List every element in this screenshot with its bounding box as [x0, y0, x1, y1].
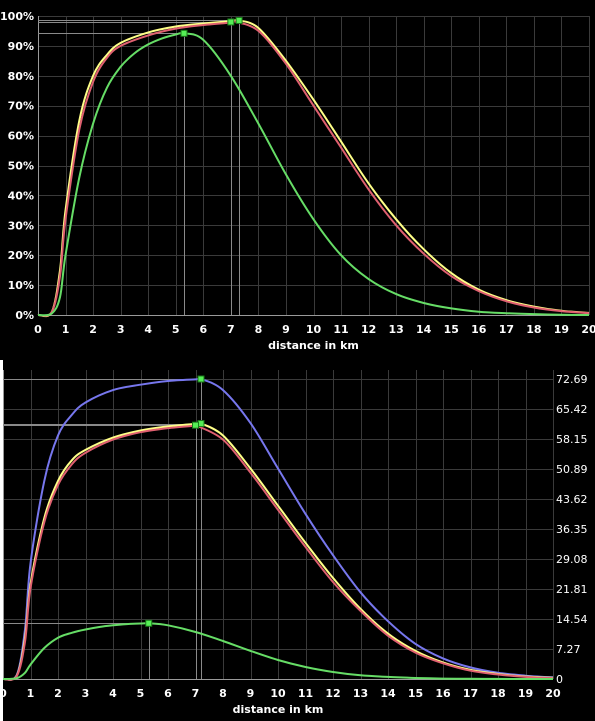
x-tick-label: 11 [298, 687, 313, 700]
x-tick-label: 20 [581, 323, 595, 336]
y-tick-label: 21.81 [556, 583, 588, 596]
peak-marker[interactable] [145, 619, 153, 627]
y-tick-label: 7.27 [556, 643, 581, 656]
x-tick-label: 18 [526, 323, 541, 336]
x-tick-label: 6 [199, 323, 207, 336]
y-tick-label: 70% [8, 100, 34, 113]
x-tick-label: 12 [325, 687, 340, 700]
y-tick-label: 60% [8, 130, 34, 143]
chart-absolute: 0 1 2 3 4 5 6 7 8 9 10 11 12 13 14 15 16 17 18 19 2007.2714.… [0, 360, 588, 721]
x-tick-label: 1 [62, 323, 70, 336]
x-tick-label: 10 [306, 323, 322, 336]
chart-grid [38, 16, 590, 316]
x-tick-label: 13 [353, 687, 368, 700]
x-axis-label: distance in km [233, 703, 324, 716]
series-line-0 [2, 377, 554, 681]
panel-divider [0, 360, 3, 721]
x-tick-label: 13 [388, 323, 403, 336]
y-tick-label: 65.42 [556, 403, 588, 416]
y-tick-label: 36.35 [556, 523, 588, 536]
x-tick-label: 9 [247, 687, 255, 700]
x-tick-label: 9 [282, 323, 290, 336]
chart-percent: 0 1 2 3 4 5 6 7 8 9 10 11 12 13 14 15 16 17 18 19 200%10%20%… [0, 10, 595, 352]
x-tick-label: 3 [117, 323, 125, 336]
x-tick-label: 0 [0, 687, 7, 700]
x-tick-label: 3 [82, 687, 90, 700]
y-tick-label: 0 [556, 673, 563, 686]
x-tick-label: 7 [192, 687, 200, 700]
x-tick-label: 17 [463, 687, 478, 700]
y-tick-label: 30% [8, 219, 34, 232]
x-tick-label: 4 [109, 687, 117, 700]
x-tick-label: 20 [545, 687, 561, 700]
series-line-2 [2, 423, 554, 681]
y-tick-label: 14.54 [556, 613, 588, 626]
peak-marker[interactable] [192, 421, 199, 429]
y-tick-label: 58.15 [556, 433, 588, 446]
y-tick-label: 40% [8, 189, 34, 202]
series-line-1 [37, 20, 590, 317]
series-line-0 [37, 19, 590, 318]
x-tick-label: 7 [227, 323, 235, 336]
x-tick-label: 11 [333, 323, 348, 336]
peak-marker[interactable] [180, 29, 188, 37]
series-line-3 [2, 622, 553, 680]
y-tick-label: 50% [8, 160, 34, 173]
x-tick-label: 16 [435, 687, 451, 700]
x-tick-label: 14 [380, 687, 396, 700]
x-tick-label: 2 [89, 323, 97, 336]
chart-grid [3, 370, 554, 680]
x-tick-label: 14 [416, 323, 432, 336]
y-tick-label: 0% [15, 309, 34, 322]
y-tick-label: 10% [8, 279, 34, 292]
series-line-2 [37, 31, 590, 317]
x-tick-label: 5 [172, 323, 180, 336]
y-tick-label: 20% [8, 249, 34, 262]
y-tick-label: 43.62 [556, 493, 588, 506]
y-tick-label: 29.08 [556, 553, 588, 566]
y-tick-label: 90% [8, 40, 34, 53]
x-tick-label: 8 [219, 687, 227, 700]
y-tick-label: 72.69 [556, 373, 588, 386]
x-tick-label: 2 [54, 687, 62, 700]
x-tick-label: 17 [499, 323, 514, 336]
x-tick-label: 12 [361, 323, 376, 336]
x-tick-label: 18 [490, 687, 505, 700]
x-tick-label: 1 [27, 687, 35, 700]
x-tick-label: 15 [408, 687, 423, 700]
y-tick-label: 50.89 [556, 463, 588, 476]
peak-marker[interactable] [227, 18, 235, 26]
x-tick-label: 4 [144, 323, 152, 336]
y-tick-label: 80% [8, 70, 34, 83]
x-tick-label: 8 [255, 323, 263, 336]
x-tick-label: 10 [270, 687, 286, 700]
x-tick-label: 15 [444, 323, 459, 336]
x-tick-label: 6 [164, 687, 172, 700]
x-axis-label: distance in km [268, 339, 359, 352]
y-tick-label: 100% [0, 10, 34, 23]
x-tick-label: 19 [518, 687, 533, 700]
peak-marker[interactable] [197, 375, 205, 383]
x-tick-label: 5 [137, 687, 145, 700]
x-tick-label: 16 [471, 323, 487, 336]
x-tick-label: 0 [34, 323, 42, 336]
peak-marker[interactable] [235, 16, 243, 24]
x-tick-label: 19 [554, 323, 569, 336]
